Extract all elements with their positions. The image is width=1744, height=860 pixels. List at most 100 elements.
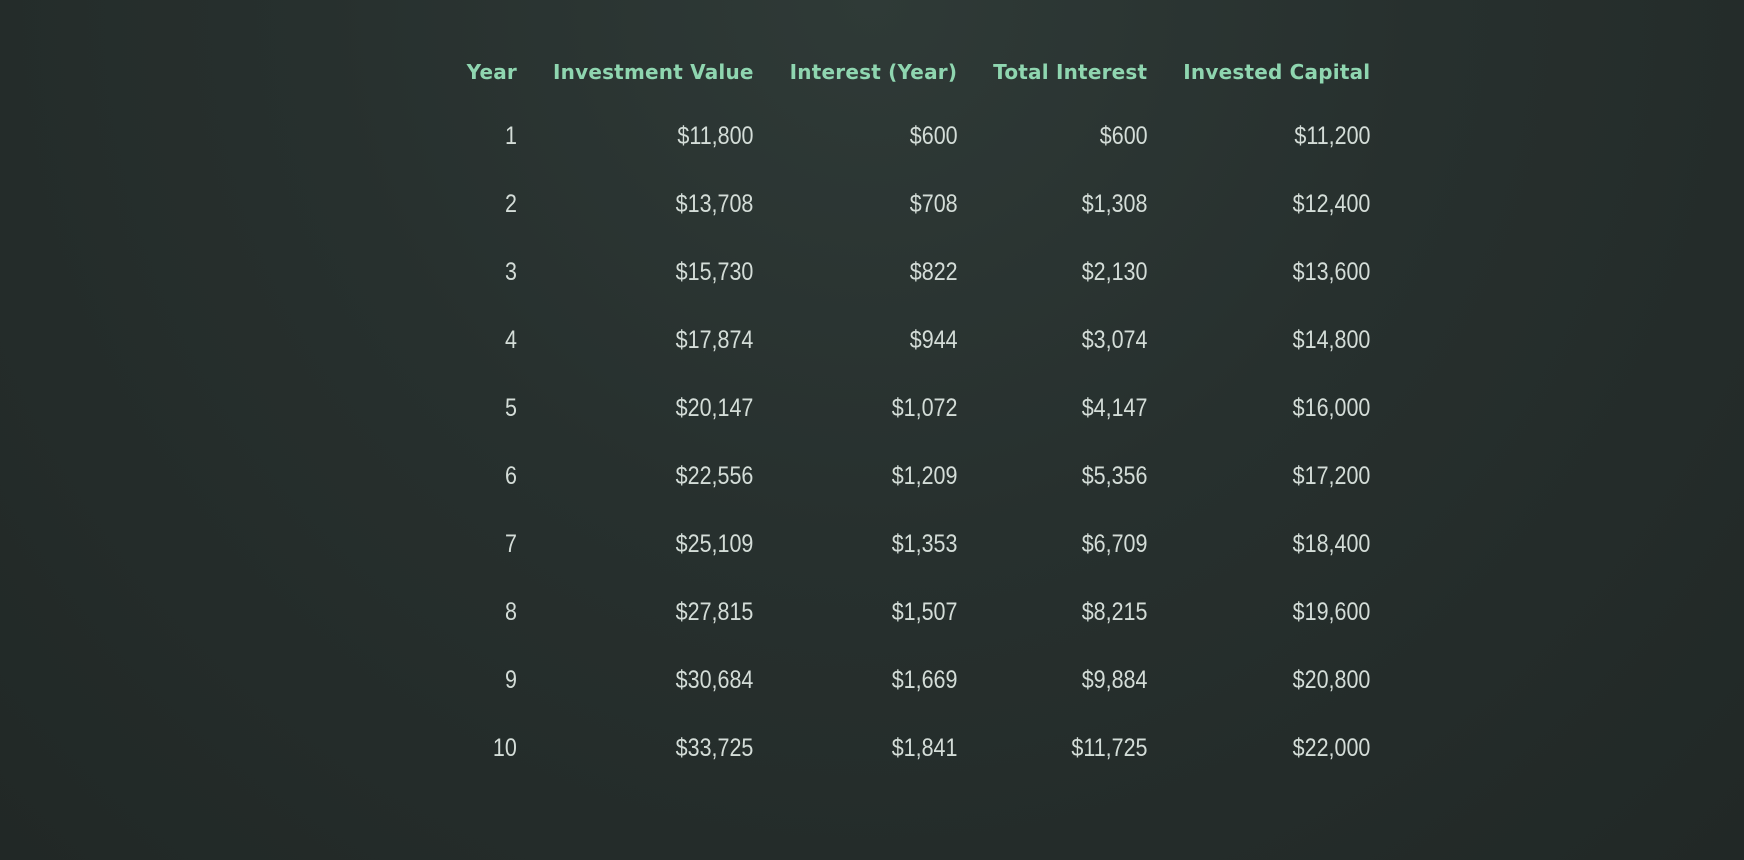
year-cell-value: 5 [505, 393, 517, 422]
total-interest-cell: $2,130 [957, 238, 1148, 306]
year-cell: 8 [450, 578, 517, 646]
invested-capital-cell: $14,800 [1147, 306, 1371, 374]
invested-capital-cell-value: $11,200 [1294, 121, 1371, 150]
interest-year-cell: $1,209 [754, 442, 958, 510]
total-interest-cell: $9,884 [957, 646, 1148, 714]
interest-year-cell-value: $1,507 [891, 597, 958, 626]
table-row: 3 $15,730 $822 $2,130 $13,600 [450, 238, 1370, 306]
investment-value-cell-value: $27,815 [675, 597, 754, 626]
year-cell-value: 4 [505, 325, 517, 354]
investment-value-cell-value: $20,147 [675, 393, 754, 422]
total-interest-cell-value: $1,308 [1081, 189, 1148, 218]
invested-capital-cell-value: $14,800 [1292, 325, 1371, 354]
invested-capital-cell: $18,400 [1147, 510, 1371, 578]
total-interest-cell: $4,147 [957, 374, 1148, 442]
interest-year-cell-value: $708 [909, 189, 958, 218]
interest-year-cell-value: $1,209 [891, 461, 958, 490]
column-header-year: Year [466, 60, 517, 84]
total-interest-cell-value: $3,074 [1081, 325, 1148, 354]
investment-value-cell: $33,725 [517, 714, 754, 782]
total-interest-cell: $1,308 [957, 170, 1148, 238]
interest-year-cell: $1,841 [754, 714, 958, 782]
invested-capital-cell: $17,200 [1147, 442, 1371, 510]
invested-capital-cell-value: $13,600 [1292, 257, 1371, 286]
table-row: 2 $13,708 $708 $1,308 $12,400 [450, 170, 1370, 238]
interest-year-cell-value: $1,841 [891, 733, 958, 762]
column-header-investment-value: Investment Value [553, 60, 754, 84]
investment-value-cell: $30,684 [517, 646, 754, 714]
year-cell: 5 [450, 374, 517, 442]
interest-year-cell-value: $1,072 [891, 393, 958, 422]
invested-capital-cell: $11,200 [1147, 102, 1370, 170]
interest-year-cell: $944 [754, 306, 958, 374]
invested-capital-cell: $12,400 [1147, 170, 1371, 238]
column-header-total-interest: Total Interest [993, 60, 1148, 84]
investment-value-cell: $25,109 [517, 510, 754, 578]
invested-capital-cell-value: $22,000 [1292, 733, 1371, 762]
invested-capital-cell-value: $17,200 [1292, 461, 1371, 490]
table-row: 9 $30,684 $1,669 $9,884 $20,800 [450, 646, 1370, 714]
total-interest-cell-value: $6,709 [1081, 529, 1148, 558]
interest-year-cell-value: $944 [909, 325, 958, 354]
total-interest-cell-value: $4,147 [1081, 393, 1148, 422]
table-row: 6 $22,556 $1,209 $5,356 $17,200 [450, 442, 1370, 510]
total-interest-cell-value: $600 [1099, 121, 1148, 150]
investment-value-cell-value: $30,684 [675, 665, 754, 694]
table-row: 10 $33,725 $1,841 $11,725 $22,000 [450, 714, 1370, 782]
year-cell-value: 3 [505, 257, 517, 286]
investment-value-cell-value: $13,708 [675, 189, 754, 218]
table-header: Year Investment Value Interest (Year) To… [450, 42, 1371, 102]
invested-capital-cell: $22,000 [1147, 714, 1371, 782]
investment-growth-table: Year Investment Value Interest (Year) To… [450, 42, 1371, 782]
interest-year-cell: $822 [754, 238, 958, 306]
investment-value-cell-value: $15,730 [675, 257, 754, 286]
investment-value-cell-value: $25,109 [675, 529, 754, 558]
year-cell: 6 [450, 442, 517, 510]
investment-value-cell-value: $33,725 [675, 733, 754, 762]
invested-capital-cell: $19,600 [1147, 578, 1371, 646]
year-cell-value: 8 [505, 597, 517, 626]
year-cell-value: 7 [505, 529, 517, 558]
column-header-invested-capital: Invested Capital [1183, 60, 1371, 84]
investment-value-cell: $15,730 [517, 238, 754, 306]
invested-capital-cell-value: $16,000 [1292, 393, 1371, 422]
total-interest-cell: $11,725 [957, 714, 1147, 782]
interest-year-cell: $1,669 [754, 646, 957, 714]
interest-year-cell: $600 [754, 102, 958, 170]
investment-value-cell: $13,708 [517, 170, 754, 238]
year-cell-value: 10 [493, 733, 517, 762]
year-cell: 10 [450, 714, 517, 782]
total-interest-cell: $3,074 [957, 306, 1148, 374]
investment-value-cell: $22,556 [517, 442, 754, 510]
invested-capital-cell: $13,600 [1147, 238, 1371, 306]
total-interest-cell-value: $9,884 [1081, 665, 1148, 694]
total-interest-cell-value: $11,725 [1071, 733, 1148, 762]
investment-value-cell: $17,874 [517, 306, 754, 374]
total-interest-cell: $8,215 [957, 578, 1148, 646]
invested-capital-cell-value: $12,400 [1292, 189, 1371, 218]
investment-value-cell: $20,147 [517, 374, 754, 442]
investment-value-cell-value: $17,874 [675, 325, 754, 354]
total-interest-cell-value: $2,130 [1081, 257, 1148, 286]
invested-capital-cell-value: $18,400 [1292, 529, 1371, 558]
interest-year-cell-value: $822 [909, 257, 958, 286]
investment-value-cell-value: $11,800 [677, 121, 754, 150]
invested-capital-cell-value: $19,600 [1292, 597, 1371, 626]
year-cell-value: 1 [505, 121, 517, 150]
year-cell-value: 9 [505, 665, 517, 694]
year-cell: 2 [450, 170, 517, 238]
invested-capital-cell-value: $20,800 [1292, 665, 1371, 694]
table-row: 1 $11,800 $600 $600 $11,200 [450, 102, 1370, 170]
investment-value-cell: $27,815 [517, 578, 754, 646]
year-cell: 7 [450, 510, 517, 578]
interest-year-cell-value: $600 [909, 121, 958, 150]
interest-year-cell: $708 [754, 170, 958, 238]
invested-capital-cell: $20,800 [1147, 646, 1371, 714]
interest-year-cell: $1,507 [754, 578, 958, 646]
year-cell-value: 6 [505, 461, 517, 490]
total-interest-cell: $600 [957, 102, 1147, 170]
column-header-interest-year: Interest (Year) [789, 60, 958, 84]
investment-value-cell: $11,800 [517, 102, 754, 170]
table-row: 8 $27,815 $1,507 $8,215 $19,600 [450, 578, 1370, 646]
